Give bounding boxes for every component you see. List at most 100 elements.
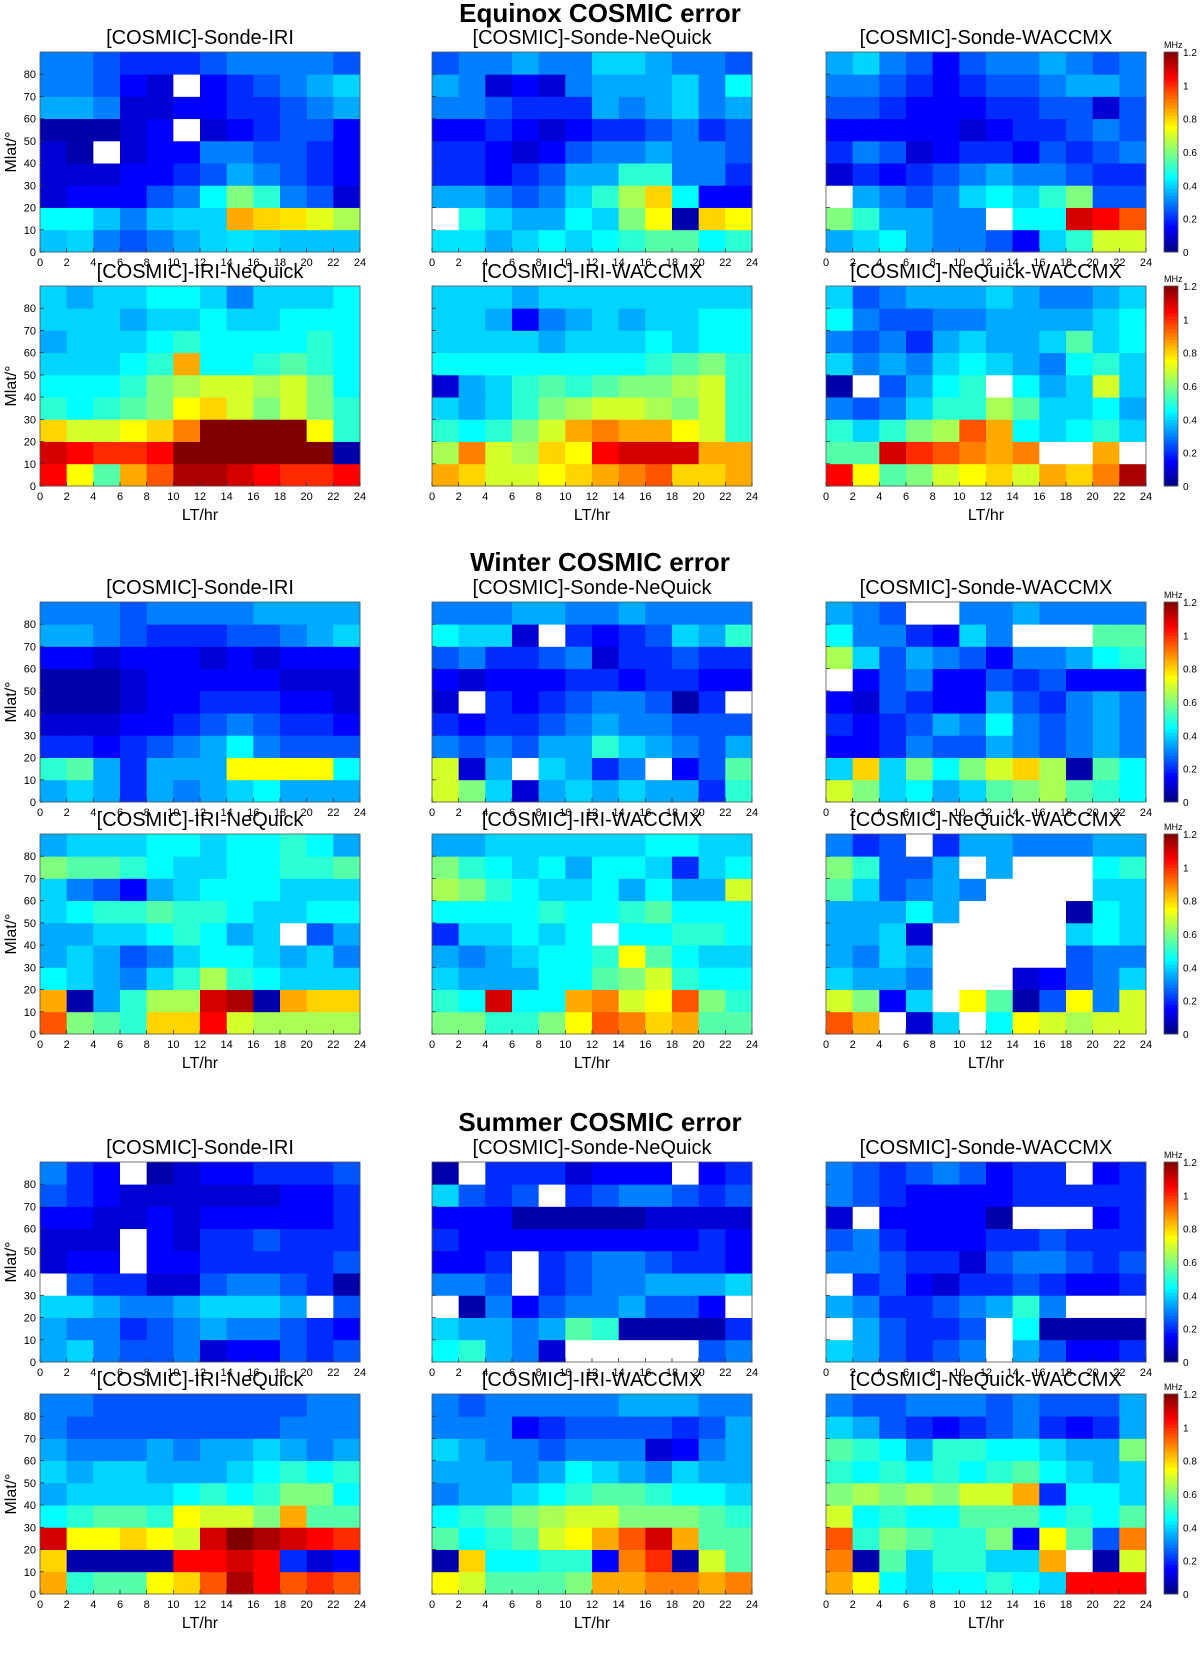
colorbar-tick-label: 0.2 <box>1183 449 1197 460</box>
heatmap-cell <box>1092 1527 1120 1550</box>
heatmap-cell <box>1066 1339 1094 1363</box>
heatmap-cell <box>1066 668 1094 692</box>
heatmap-cell <box>1012 856 1040 879</box>
colorbar-unit: MHz <box>1164 590 1183 600</box>
heatmap-cell <box>592 735 620 758</box>
heatmap-cell <box>93 229 121 253</box>
colorbar-segment <box>1164 349 1178 354</box>
heatmap-cell <box>1092 1250 1120 1274</box>
heatmap-cell <box>458 1250 486 1274</box>
heatmap-cell <box>146 463 174 487</box>
colorbar-segment <box>1164 765 1178 770</box>
heatmap-cell <box>1012 624 1040 647</box>
heatmap-cell <box>618 1295 646 1318</box>
heatmap-cell <box>1012 185 1040 208</box>
heatmap-cell <box>932 286 960 309</box>
heatmap-cell <box>1039 352 1067 376</box>
heatmap-cell <box>592 878 620 902</box>
heatmap-cell <box>1012 735 1040 758</box>
heatmap-cell <box>1012 229 1040 253</box>
colorbar-segment <box>1164 399 1178 404</box>
heatmap-cell <box>959 779 987 803</box>
colorbar-segment <box>1164 1342 1178 1346</box>
heatmap-cell <box>879 967 907 990</box>
heatmap-cell <box>146 1162 174 1185</box>
heatmap-cell <box>93 185 121 208</box>
heatmap-cell <box>306 419 334 442</box>
heatmap-cell <box>432 140 460 164</box>
heatmap-cell <box>146 1206 174 1230</box>
heatmap-cell <box>333 1162 361 1185</box>
x-tick-label: 22 <box>1113 807 1125 819</box>
x-tick-label: 16 <box>1033 1039 1045 1051</box>
heatmap-cell <box>93 834 121 857</box>
heatmap-cell <box>1039 1527 1067 1550</box>
colorbar-segment <box>1164 82 1178 86</box>
heatmap-cell <box>592 779 620 803</box>
heatmap-cell <box>932 989 960 1013</box>
heatmap-cell <box>618 878 646 902</box>
heatmap-cell <box>512 96 540 120</box>
colorbar-segment <box>1164 436 1178 440</box>
heatmap-cell <box>852 185 880 208</box>
heatmap-cell <box>40 1250 68 1274</box>
heatmap-cell <box>120 922 148 946</box>
heatmap-cell <box>1039 185 1067 208</box>
heatmap-cell <box>986 1295 1014 1318</box>
heatmap-cell <box>1012 286 1040 309</box>
colorbar-segment <box>1164 840 1178 845</box>
heatmap-cell <box>906 878 934 902</box>
heatmap-cell <box>280 856 308 879</box>
x-tick-label: 2 <box>64 1039 70 1051</box>
x-tick-label: 22 <box>327 1367 339 1379</box>
heatmap-cell <box>1092 441 1120 465</box>
heatmap-cell <box>93 1250 121 1274</box>
heatmap-cell <box>280 646 308 670</box>
heatmap-cell <box>280 602 308 625</box>
heatmap-cell <box>173 1317 201 1341</box>
colorbar-segment <box>1164 1328 1178 1333</box>
heatmap-cell <box>852 1228 880 1252</box>
heatmap-cell <box>146 96 174 120</box>
heatmap-cell <box>1066 1460 1094 1484</box>
heatmap-cell <box>879 668 907 692</box>
heatmap-cell <box>565 118 593 142</box>
heatmap-cell <box>645 834 673 857</box>
x-tick-label: 14 <box>1007 491 1019 503</box>
heatmap-cell <box>1119 118 1147 142</box>
colorbar-segment <box>1164 1490 1178 1495</box>
colorbar-segment <box>1164 422 1178 427</box>
heatmap-cell <box>986 308 1014 331</box>
colorbar-segment <box>1164 1248 1178 1253</box>
heatmap-cell <box>906 330 934 354</box>
heatmap-cell <box>826 668 854 692</box>
x-tick-label: 18 <box>274 807 286 819</box>
x-tick-label: 8 <box>144 1039 150 1051</box>
heatmap-cell <box>698 1295 726 1318</box>
x-tick-label: 14 <box>613 491 625 503</box>
colorbar-segment <box>1164 874 1178 878</box>
heatmap-cell <box>280 1460 308 1484</box>
heatmap-cell <box>432 286 460 309</box>
heatmap-cell <box>458 1527 486 1550</box>
heatmap-cell <box>618 834 646 857</box>
x-tick-label: 12 <box>980 1367 992 1379</box>
heatmap-cell <box>120 1339 148 1363</box>
heatmap-cell <box>852 779 880 803</box>
heatmap-cell <box>120 1162 148 1185</box>
heatmap-cell <box>280 1011 308 1035</box>
heatmap-cell <box>1039 945 1067 968</box>
heatmap-cell <box>618 1460 646 1484</box>
heatmap-cell <box>826 1549 854 1573</box>
colorbar-segment <box>1164 362 1178 367</box>
heatmap-cell <box>1039 463 1067 487</box>
heatmap-cell <box>645 118 673 142</box>
heatmap-cell <box>485 441 513 465</box>
colorbar-segment <box>1164 702 1178 706</box>
heatmap-cell <box>280 1394 308 1417</box>
heatmap-cell <box>1066 757 1094 781</box>
x-tick-label: 0 <box>823 1367 829 1379</box>
heatmap-cell <box>618 96 646 120</box>
heatmap-cell <box>959 624 987 647</box>
x-tick-label: 10 <box>559 491 571 503</box>
